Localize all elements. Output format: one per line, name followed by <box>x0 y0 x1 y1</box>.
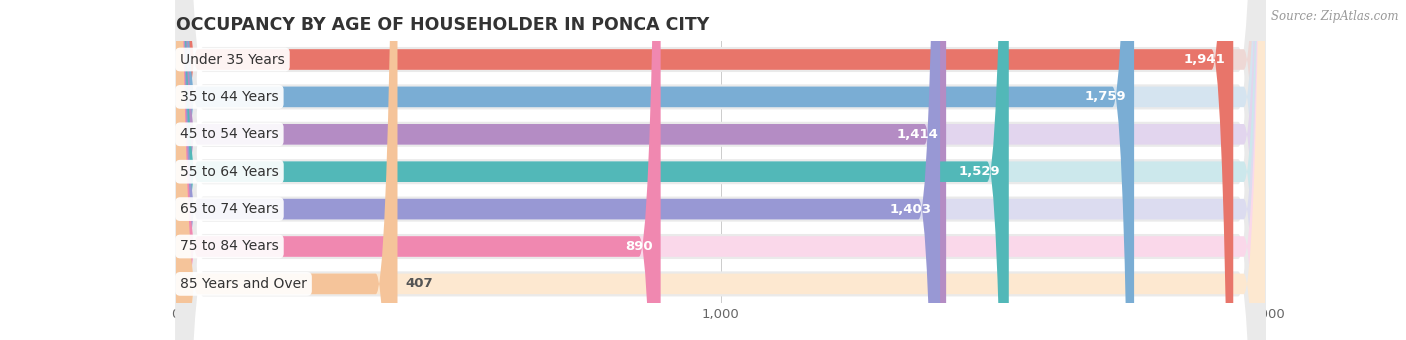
Text: 85 Years and Over: 85 Years and Over <box>180 277 307 291</box>
Text: 1,403: 1,403 <box>890 203 932 216</box>
FancyBboxPatch shape <box>176 0 1265 340</box>
Text: 1,941: 1,941 <box>1184 53 1225 66</box>
Text: 1,414: 1,414 <box>896 128 938 141</box>
FancyBboxPatch shape <box>176 0 1265 340</box>
FancyBboxPatch shape <box>176 0 398 340</box>
FancyBboxPatch shape <box>176 0 1265 340</box>
Text: 65 to 74 Years: 65 to 74 Years <box>180 202 278 216</box>
Text: 35 to 44 Years: 35 to 44 Years <box>180 90 278 104</box>
FancyBboxPatch shape <box>176 0 946 340</box>
FancyBboxPatch shape <box>176 0 1008 340</box>
Text: 890: 890 <box>624 240 652 253</box>
Text: 75 to 84 Years: 75 to 84 Years <box>180 239 278 254</box>
FancyBboxPatch shape <box>176 0 1265 340</box>
FancyBboxPatch shape <box>176 0 1265 340</box>
FancyBboxPatch shape <box>176 0 1135 340</box>
FancyBboxPatch shape <box>176 0 1265 340</box>
Text: OCCUPANCY BY AGE OF HOUSEHOLDER IN PONCA CITY: OCCUPANCY BY AGE OF HOUSEHOLDER IN PONCA… <box>176 16 709 34</box>
FancyBboxPatch shape <box>176 0 1265 340</box>
FancyBboxPatch shape <box>176 0 1265 340</box>
FancyBboxPatch shape <box>176 0 1265 340</box>
FancyBboxPatch shape <box>176 0 941 340</box>
FancyBboxPatch shape <box>176 0 1265 340</box>
FancyBboxPatch shape <box>176 0 1265 340</box>
Text: 407: 407 <box>406 277 433 290</box>
Text: 1,529: 1,529 <box>959 165 1001 178</box>
Text: Under 35 Years: Under 35 Years <box>180 52 285 67</box>
FancyBboxPatch shape <box>176 0 1265 340</box>
FancyBboxPatch shape <box>176 0 1265 340</box>
Text: 45 to 54 Years: 45 to 54 Years <box>180 127 278 141</box>
Text: 55 to 64 Years: 55 to 64 Years <box>180 165 278 179</box>
Text: Source: ZipAtlas.com: Source: ZipAtlas.com <box>1271 10 1399 23</box>
FancyBboxPatch shape <box>176 0 661 340</box>
Text: 1,759: 1,759 <box>1084 90 1126 103</box>
FancyBboxPatch shape <box>176 0 1233 340</box>
FancyBboxPatch shape <box>176 0 1265 340</box>
